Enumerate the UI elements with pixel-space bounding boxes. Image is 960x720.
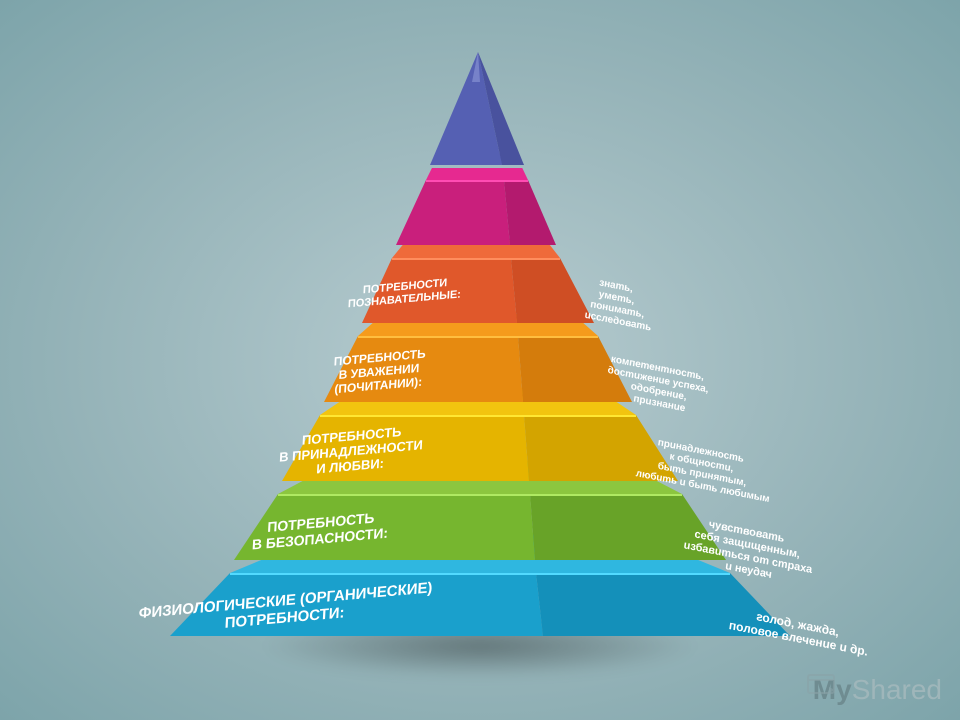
pyramid-svg: ФИЗИОЛОГИЧЕСКИЕ (ОРГАНИЧЕСКИЕ)ПОТРЕБНОСТ…	[0, 0, 960, 720]
pyramid-stage: ФИЗИОЛОГИЧЕСКИЕ (ОРГАНИЧЕСКИЕ)ПОТРЕБНОСТ…	[0, 0, 960, 720]
watermark-shared: Shared	[852, 674, 942, 705]
pyramid-level-5-side	[504, 180, 556, 245]
pyramid-level-0-rim	[230, 573, 730, 575]
pyramid-level-5-front	[396, 180, 510, 245]
pyramid-level-5-top	[426, 168, 528, 180]
watermark: MyShared	[807, 674, 942, 706]
pyramid-level-5-rim	[426, 180, 528, 182]
pyramid-level-4-rim	[392, 258, 560, 260]
pyramid-level-1-rim	[278, 494, 682, 496]
pyramid-level-4-side	[511, 258, 594, 323]
pyramid-level-3-rim	[358, 336, 598, 338]
pyramid-level-2-rim	[320, 415, 636, 417]
